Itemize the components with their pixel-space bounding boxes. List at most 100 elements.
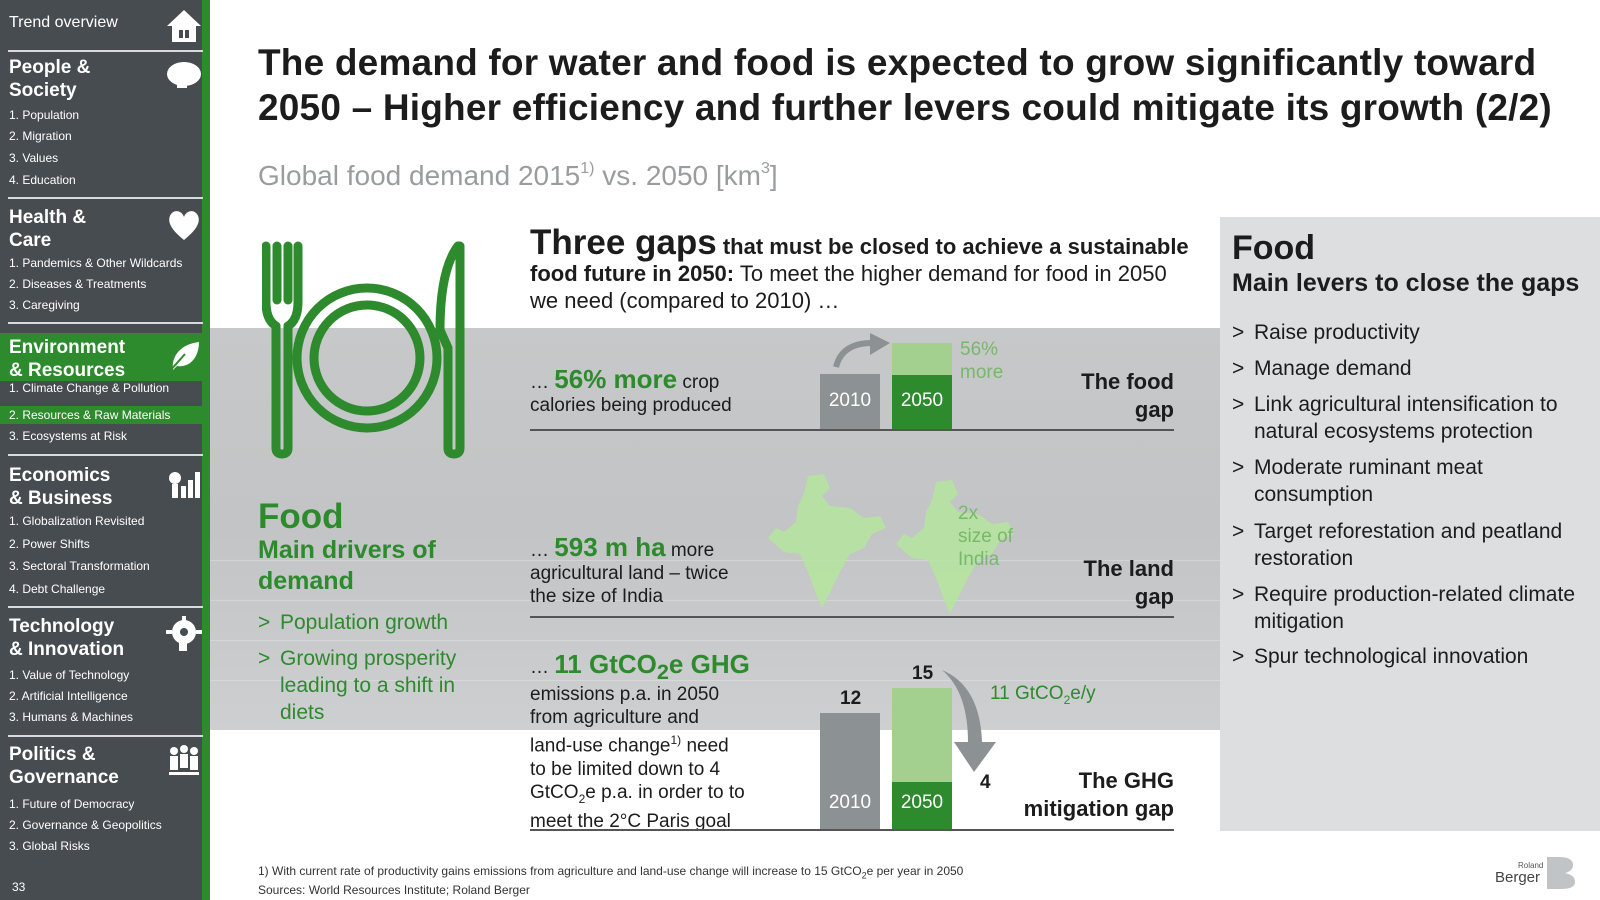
roland-berger-logo: Roland Berger	[1490, 855, 1590, 895]
sidebar-item[interactable]: 1. Value of Technology	[9, 668, 130, 682]
food-gap-note: 56% more	[960, 339, 1004, 383]
page-subtitle: Global food demand 20151) vs. 2050 [km3]	[258, 160, 778, 191]
food-bar-2050	[892, 375, 952, 429]
sidebar-section-environment[interactable]: Environment & Resources	[9, 337, 126, 381]
sidebar-section-people[interactable]: People & Society	[9, 57, 91, 101]
heart-icon	[169, 211, 199, 240]
leaf-icon	[168, 342, 199, 373]
sidebar-item[interactable]: 2. Governance & Geopolitics	[9, 818, 162, 832]
land-gap-text: … 593 m ha more agricultural land – twice…	[530, 532, 729, 607]
home-icon[interactable]	[165, 8, 203, 44]
ghg-value-2050: 15	[912, 663, 934, 684]
sidebar-item[interactable]: 1. Climate Change & Pollution	[9, 381, 170, 395]
sidebar-item[interactable]: 1. Future of Democracy	[9, 797, 135, 811]
band-stripe	[210, 680, 1220, 681]
head-icon	[167, 62, 201, 88]
sidebar-divider	[8, 454, 203, 456]
plate-cutlery-icon	[262, 241, 465, 459]
sidebar-item[interactable]: 1. Globalization Revisited	[9, 514, 145, 528]
sidebar-item[interactable]: 3. Global Risks	[9, 839, 90, 853]
ghg-gap-note: 11 GtCO2e/y	[990, 683, 1096, 707]
lever-item: > Link agricultural intensification to na…	[1232, 393, 1558, 443]
sidebar-item[interactable]: 1. Pandemics & Other Wildcards	[9, 256, 183, 270]
sidebar-item-active[interactable]: 2. Resources & Raw Materials	[9, 408, 171, 422]
band-stripe	[210, 640, 1220, 641]
sidebar-active-item-bg	[0, 406, 202, 424]
levers-title: Food	[1232, 229, 1316, 267]
food-gap-line	[530, 429, 1174, 431]
sidebar-section-health[interactable]: Health & Care	[9, 207, 87, 251]
ghg-bar-2010-label: 2010	[828, 792, 872, 813]
food-gap-label: The food gap	[1081, 369, 1174, 422]
lever-item: > Raise productivity	[1232, 321, 1420, 344]
levers-subtitle: Main levers to close the gaps	[1232, 269, 1580, 297]
drivers-heading: Food	[258, 497, 344, 536]
sidebar-active-section-bg	[0, 333, 202, 381]
ghg-bar-2050	[892, 782, 952, 829]
land-gap-note: 2x size of India	[958, 503, 1013, 570]
sidebar-divider	[8, 606, 203, 608]
band-stripe	[210, 560, 1220, 561]
india-map-icon	[896, 480, 1014, 614]
page-number: 33	[12, 880, 26, 894]
ghg-reduction-arrow-icon	[942, 670, 996, 772]
ghg-bar-2050-mitigation	[892, 688, 952, 783]
growth-icon	[169, 472, 200, 498]
sidebar-item[interactable]: 2. Power Shifts	[9, 537, 90, 551]
field-background-band	[210, 328, 1220, 730]
sidebar-accent-rail	[202, 0, 210, 900]
sidebar-item[interactable]: 3. Caregiving	[9, 298, 80, 312]
sidebar-trend-overview[interactable]: Trend overview	[9, 14, 118, 31]
food-bar-2010	[820, 374, 880, 429]
sidebar-divider	[8, 197, 203, 199]
sidebar-item[interactable]: 3. Sectoral Transformation	[9, 559, 150, 573]
driver-item: > Growing prosperity leading to a shift i…	[258, 647, 457, 724]
sidebar-divider	[8, 735, 203, 737]
lever-item: > Moderate ruminant meat consumption	[1232, 456, 1483, 506]
driver-item: > Population growth	[258, 611, 449, 634]
sidebar-item[interactable]: 2. Diseases & Treatments	[9, 277, 147, 291]
food-bar-2050-increase	[892, 343, 952, 375]
footnote: 1) With current rate of productivity gai…	[258, 864, 964, 898]
band-stripe	[210, 600, 1220, 601]
sidebar-item[interactable]: 3. Humans & Machines	[9, 710, 134, 724]
drivers-subheading: Main drivers of demand	[258, 536, 436, 595]
lever-item: > Target reforestation and peatland resto…	[1232, 520, 1563, 570]
land-gap-line	[530, 616, 1174, 618]
sidebar-section-politics[interactable]: Politics & Governance	[9, 744, 119, 788]
lever-item: > Require production-related climate miti…	[1232, 583, 1575, 633]
sidebar-item[interactable]: 2. Migration	[9, 129, 72, 143]
sidebar-divider	[8, 322, 203, 324]
sidebar-item[interactable]: 4. Education	[9, 173, 76, 187]
sidebar-section-technology[interactable]: Technology & Innovation	[9, 616, 125, 660]
sidebar: Trend overview People & Society 1. Popula…	[0, 0, 210, 900]
ghg-gap-line	[530, 829, 1174, 831]
food-bar-2050-label: 2050	[900, 390, 944, 411]
ghg-bar-2010	[820, 713, 880, 829]
ghg-value-2010: 12	[840, 688, 862, 709]
people-icon	[169, 745, 199, 775]
page-title: The demand for water and food is expecte…	[258, 42, 1552, 128]
levers-panel: Food Main levers to close the gaps > Rais…	[1220, 217, 1600, 831]
sidebar-section-economics[interactable]: Economics & Business	[9, 465, 113, 509]
food-gap-text: … 56% more crop calories being produced	[530, 364, 732, 416]
lever-item: > Manage demand	[1232, 357, 1412, 380]
lever-item: > Spur technological innovation	[1232, 645, 1529, 668]
logo-b-icon	[1547, 857, 1575, 889]
land-gap-label: The land gap	[1083, 556, 1174, 609]
ghg-gap-text: … 11 GtCO2e GHG emissions p.a. in 2050 f…	[530, 649, 750, 833]
food-bar-2010-label: 2010	[828, 390, 872, 411]
sidebar-item[interactable]: 1. Population	[9, 108, 80, 122]
sidebar-item[interactable]: 3. Ecosystems at Risk	[9, 429, 128, 443]
sidebar-item[interactable]: 4. Debt Challenge	[9, 582, 106, 596]
sidebar-item[interactable]: 3. Values	[9, 151, 59, 165]
ghg-gap-label: The GHG mitigation gap	[1023, 768, 1174, 821]
gaps-heading: Three gaps that must be closed to achiev…	[530, 223, 1189, 313]
sidebar-divider	[8, 50, 203, 52]
ghg-target-value: 4	[980, 772, 991, 793]
food-growth-arrow-icon	[833, 333, 890, 368]
ghg-bar-2050-label: 2050	[900, 792, 944, 813]
india-map-icon	[768, 474, 886, 608]
gear-brain-icon	[166, 616, 202, 651]
sidebar-item[interactable]: 2. Artificial Intelligence	[9, 689, 128, 703]
